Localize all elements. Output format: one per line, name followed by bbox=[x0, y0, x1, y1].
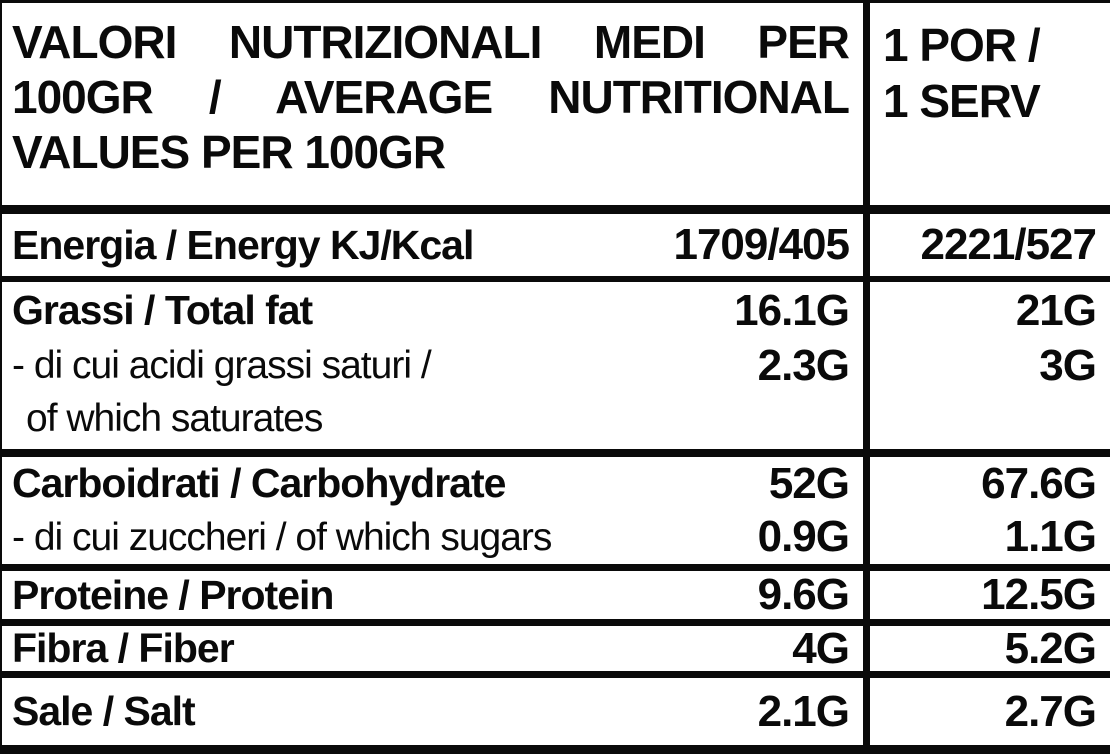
table-header-row: VALORI NUTRIZIONALI MEDI PER 100GR / AVE… bbox=[2, 3, 1110, 214]
row-salt: Sale / Salt 2.1G 2.7G bbox=[2, 678, 1110, 754]
saturates-value-per-serving: 3G bbox=[1039, 341, 1097, 390]
saturates-label-line2: of which saturates bbox=[26, 397, 323, 440]
sugars-value-per-serving: 1.1G bbox=[1004, 512, 1097, 561]
carbohydrate-value-per-100g: 52G bbox=[768, 458, 850, 508]
fiber-value-per-serving: 5.2G bbox=[1004, 623, 1097, 673]
fiber-value-per-100g: 4G bbox=[792, 623, 850, 673]
protein-label: Proteine / Protein bbox=[12, 571, 334, 618]
header-serving-line1: 1 POR / bbox=[883, 19, 1041, 71]
protein-value-per-100g: 9.6G bbox=[757, 570, 850, 619]
row-energy: Energia / Energy KJ/Kcal 1709/405 2221/5… bbox=[2, 214, 1110, 282]
header-serving-line2: 1 SERV bbox=[883, 75, 1041, 127]
fat-label: Grassi / Total fat bbox=[12, 287, 313, 333]
salt-value-per-100g: 2.1G bbox=[757, 686, 850, 736]
header-title-line3: VALUES PER 100GR bbox=[12, 126, 446, 178]
energy-label: Energia / Energy KJ/Kcal bbox=[12, 221, 474, 268]
carbohydrate-value-per-serving: 67.6G bbox=[981, 458, 1097, 508]
carbohydrate-label: Carboidrati / Carbohydrate bbox=[12, 460, 506, 506]
row-protein: Proteine / Protein 9.6G 12.5G bbox=[2, 570, 1110, 626]
fiber-label: Fibra / Fiber bbox=[12, 625, 235, 671]
salt-label: Sale / Salt bbox=[12, 688, 196, 734]
row-fat-group: Grassi / Total fat 16.1G - di cui acidi … bbox=[2, 282, 1110, 457]
energy-value-per-100g: 1709/405 bbox=[673, 220, 850, 269]
header-title-line2: 100GR / AVERAGE NUTRITIONAL bbox=[12, 71, 850, 123]
sugars-value-per-100g: 0.9G bbox=[757, 512, 850, 561]
protein-value-per-serving: 12.5G bbox=[981, 570, 1097, 619]
salt-value-per-serving: 2.7G bbox=[1004, 686, 1097, 736]
header-title-line1: VALORI NUTRIZIONALI MEDI PER bbox=[12, 16, 850, 68]
column-divider bbox=[863, 3, 870, 754]
row-carbohydrate-group: Carboidrati / Carbohydrate 52G - di cui … bbox=[2, 457, 1110, 571]
saturates-label: - di cui acidi grassi saturi / of which … bbox=[12, 339, 432, 445]
header-per-100g: VALORI NUTRIZIONALI MEDI PER 100GR / AVE… bbox=[2, 3, 863, 205]
fat-value-per-100g: 16.1G bbox=[734, 285, 850, 335]
row-fiber: Fibra / Fiber 4G 5.2G bbox=[2, 623, 1110, 678]
sugars-label: - di cui zuccheri / of which sugars bbox=[12, 515, 552, 559]
saturates-value-per-100g: 2.3G bbox=[757, 341, 850, 390]
energy-value-per-serving: 2221/527 bbox=[920, 220, 1097, 269]
fat-value-per-serving: 21G bbox=[1015, 285, 1097, 335]
saturates-label-line1: - di cui acidi grassi saturi / bbox=[12, 344, 432, 387]
header-per-serving: 1 POR / 1 SERV bbox=[863, 3, 1110, 205]
